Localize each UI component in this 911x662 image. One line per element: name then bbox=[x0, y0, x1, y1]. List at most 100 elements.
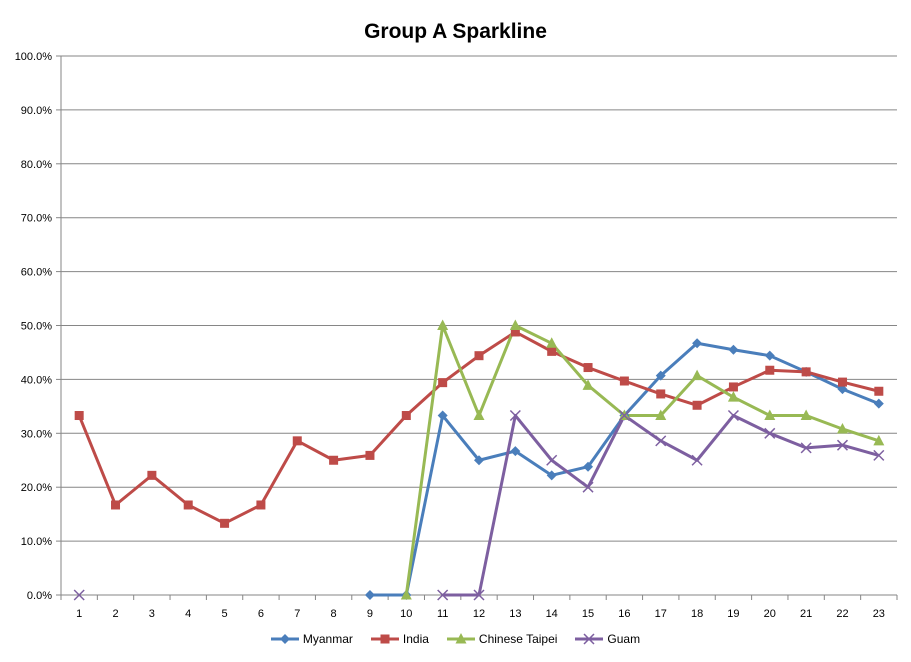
x-tick-label: 14 bbox=[546, 608, 558, 620]
myanmar-point bbox=[437, 410, 448, 421]
myanmar-point bbox=[873, 398, 884, 409]
legend-swatch-marker bbox=[380, 634, 390, 644]
x-tick-label: 19 bbox=[727, 608, 739, 620]
chinese-taipei-point bbox=[473, 409, 485, 421]
y-tick-label: 100.0% bbox=[15, 51, 53, 63]
chinese-taipei-point bbox=[800, 409, 812, 421]
guam-point bbox=[509, 409, 521, 422]
chinese-taipei-point bbox=[655, 409, 667, 421]
india-point bbox=[147, 470, 157, 480]
myanmar-point bbox=[583, 461, 594, 472]
x-tick-label: 8 bbox=[331, 608, 337, 620]
legend-label: Chinese Taipei bbox=[478, 632, 558, 646]
x-tick-label: 12 bbox=[473, 608, 485, 620]
x-tick-label: 1 bbox=[76, 608, 82, 620]
myanmar-point bbox=[546, 470, 557, 481]
chinese-taipei-point bbox=[582, 379, 594, 390]
india-point bbox=[292, 436, 302, 446]
india-point bbox=[74, 411, 84, 421]
myanmar-point bbox=[692, 338, 703, 349]
india-point bbox=[728, 382, 738, 392]
x-tick-label: 18 bbox=[691, 608, 703, 620]
india-point bbox=[474, 351, 484, 361]
guam-point bbox=[655, 435, 667, 447]
x-tick-label: 6 bbox=[258, 608, 264, 620]
india-point bbox=[365, 450, 375, 460]
x-tick-label: 22 bbox=[836, 608, 848, 620]
chinese-taipei-point bbox=[764, 409, 776, 421]
india-point bbox=[401, 411, 411, 421]
x-tick-label: 5 bbox=[222, 608, 228, 620]
chart-title: Group A Sparkline bbox=[364, 20, 547, 43]
myanmar-point bbox=[764, 350, 775, 361]
india-point bbox=[510, 327, 520, 337]
x-tick-label: 13 bbox=[509, 608, 521, 620]
legend-item-india: India bbox=[370, 632, 429, 646]
chinese-taipei-point bbox=[509, 319, 521, 330]
guam-point bbox=[473, 589, 485, 601]
guam-point bbox=[727, 409, 739, 422]
y-tick-label: 10.0% bbox=[21, 536, 52, 548]
x-tick-label: 2 bbox=[112, 608, 118, 620]
legend-item-chinese-taipei: Chinese Taipei bbox=[446, 632, 558, 646]
guam-series-line bbox=[442, 414, 880, 597]
y-tick-label: 60.0% bbox=[21, 267, 52, 279]
y-tick-label: 80.0% bbox=[21, 159, 52, 171]
india-point bbox=[619, 376, 629, 386]
x-tick-label: 11 bbox=[437, 608, 448, 620]
legend-swatch-marker bbox=[583, 633, 595, 645]
guam-point bbox=[618, 409, 630, 422]
myanmar-point bbox=[510, 446, 521, 457]
chinese-taipei-point bbox=[437, 319, 449, 330]
y-tick-label: 70.0% bbox=[21, 213, 52, 225]
myanmar-point bbox=[474, 455, 484, 466]
india-point bbox=[220, 518, 230, 528]
india-point bbox=[329, 455, 339, 465]
chinese-taipei-point bbox=[727, 391, 739, 402]
y-tick-label: 50.0% bbox=[21, 321, 52, 333]
myanmar-point bbox=[837, 384, 848, 395]
chinese-taipei-point bbox=[873, 434, 885, 446]
myanmar-point bbox=[728, 344, 739, 355]
chinese-taipei-point bbox=[546, 337, 558, 348]
legend-swatch bbox=[370, 634, 399, 644]
legend-item-myanmar: Myanmar bbox=[270, 632, 353, 646]
india-point bbox=[438, 378, 448, 388]
y-tick-labels: 0.0% 10.0% 20.0% 30.0% 40.0% 50.0% 60.0% 70.0% 8… bbox=[15, 51, 53, 602]
guam-point bbox=[873, 449, 885, 461]
legend-item-guam: Guam bbox=[575, 632, 640, 646]
india-point bbox=[583, 363, 593, 373]
guam-point bbox=[582, 481, 594, 493]
chinese-taipei-point bbox=[400, 589, 412, 600]
guam-point bbox=[691, 454, 703, 466]
chinese-taipei-point bbox=[691, 369, 703, 381]
x-tick-label: 3 bbox=[149, 608, 155, 620]
gridlines bbox=[61, 55, 897, 542]
guam-point bbox=[800, 442, 812, 454]
india-point bbox=[801, 367, 811, 377]
india-point bbox=[837, 377, 847, 387]
india-point bbox=[874, 386, 884, 396]
y-tick-label: 90.0% bbox=[21, 105, 52, 117]
myanmar-point bbox=[364, 590, 375, 600]
guam-point bbox=[546, 454, 558, 466]
legend-swatch bbox=[446, 633, 475, 644]
y-tick-label: 40.0% bbox=[21, 374, 52, 386]
legend: Myanmar India Chinese Taipei Guam bbox=[0, 632, 911, 646]
legend-label: India bbox=[402, 632, 429, 646]
india-point bbox=[547, 346, 557, 356]
guam-point bbox=[437, 589, 449, 601]
india-point bbox=[765, 365, 775, 375]
x-tick-label: 10 bbox=[400, 608, 412, 620]
legend-swatch bbox=[270, 634, 299, 644]
x-tick-label: 21 bbox=[800, 608, 812, 620]
guam-point bbox=[836, 439, 849, 451]
india-point bbox=[183, 500, 193, 510]
x-tick-label: 7 bbox=[294, 608, 300, 620]
x-tick-label: 16 bbox=[618, 608, 630, 620]
x-tick-label: 23 bbox=[873, 608, 885, 620]
series-markers bbox=[73, 319, 885, 601]
india-point bbox=[111, 500, 121, 510]
x-tick-label: 20 bbox=[764, 608, 776, 620]
x-tick-label: 9 bbox=[367, 608, 373, 620]
